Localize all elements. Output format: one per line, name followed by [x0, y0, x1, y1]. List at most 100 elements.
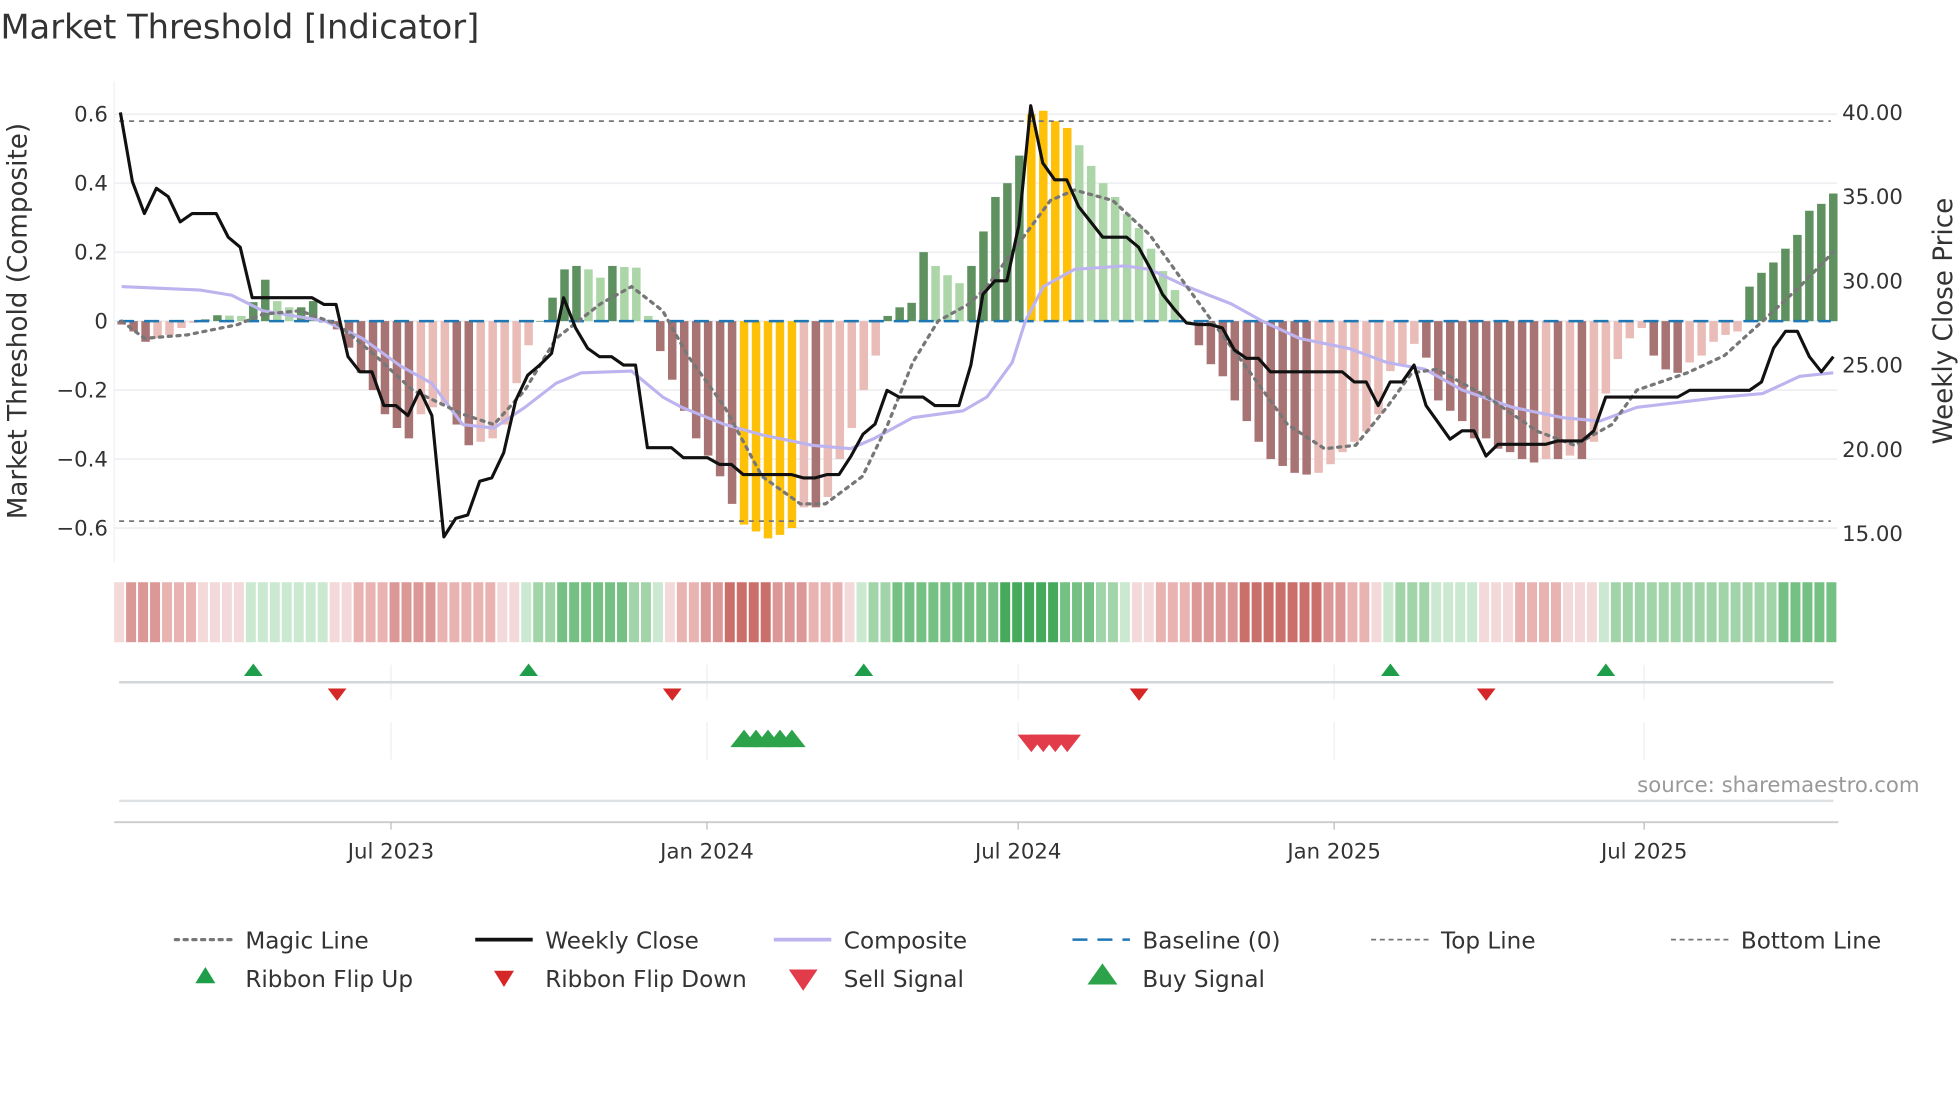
ribbon-strip — [1012, 582, 1023, 643]
ribbon-strip — [305, 582, 316, 643]
histogram-bar — [679, 321, 689, 411]
ribbon-strip — [664, 582, 675, 643]
histogram-bar — [656, 321, 665, 352]
ribbon-strip — [1814, 582, 1825, 643]
ribbon-strip — [736, 582, 747, 643]
ribbon-strip — [221, 582, 232, 643]
histogram-bar — [153, 321, 162, 339]
ribbon-strip — [700, 582, 711, 643]
histogram-bar — [476, 321, 485, 442]
ribbon-strip — [605, 582, 616, 643]
ribbon-strip — [868, 582, 879, 643]
histogram-bar — [1505, 321, 1515, 453]
ribbon-strip — [425, 582, 436, 643]
histogram-bar — [1374, 321, 1383, 415]
y-right-tick-label: 35.00 — [1842, 185, 1903, 210]
histogram-bar — [787, 321, 797, 529]
ribbon-strip — [150, 582, 161, 643]
histogram-bar — [1230, 321, 1240, 401]
ribbon-strip — [1790, 582, 1801, 643]
ribbon-strip — [1131, 582, 1142, 643]
y-right-tick-label: 20.00 — [1842, 438, 1903, 463]
histogram-bar — [404, 321, 414, 439]
ribbon-strip — [245, 582, 256, 643]
buy-signal-icon — [1087, 963, 1118, 985]
histogram-bar — [644, 315, 653, 322]
ribbon-strip — [1191, 582, 1202, 643]
legend-label: Ribbon Flip Down — [545, 967, 747, 993]
ribbon-strip — [928, 582, 939, 643]
histogram-bar — [608, 265, 617, 322]
legend-item-baseline: Baseline (0) — [1072, 928, 1280, 954]
histogram-bar — [715, 321, 725, 477]
ribbon-strip — [652, 582, 663, 643]
ribbon-strip — [1036, 582, 1047, 643]
ribbon-strip — [138, 582, 149, 643]
histogram-bar — [859, 321, 869, 391]
histogram-bar — [1589, 321, 1599, 442]
ribbon-strip — [569, 582, 580, 643]
histogram-bar — [847, 321, 857, 429]
ribbon-strip — [796, 582, 807, 643]
ribbon-strip — [545, 582, 556, 643]
reference-lines — [119, 120, 1831, 522]
ribbon-strip — [760, 582, 771, 643]
histogram-bar — [177, 321, 186, 329]
histogram-bar — [1362, 321, 1371, 432]
ribbon-strip — [856, 582, 867, 643]
ribbon-strip — [126, 582, 137, 643]
histogram-bar — [1661, 321, 1670, 370]
ribbon-strip — [1143, 582, 1154, 643]
histogram-bar — [991, 196, 1000, 322]
histogram-bar — [1721, 321, 1730, 335]
ribbon-strip — [281, 582, 292, 643]
histogram-bar — [703, 321, 713, 456]
ribbon-strip — [1802, 582, 1813, 643]
histogram-bar — [1481, 321, 1491, 439]
ribbon-strip — [640, 582, 651, 643]
histogram-bar — [1074, 145, 1084, 322]
source-label: source: sharemaestro.com — [1637, 773, 1919, 798]
histogram-bar — [1206, 321, 1216, 365]
histogram-bar — [1003, 183, 1012, 322]
histogram-bar — [907, 302, 916, 322]
ribbon-strip — [1706, 582, 1717, 643]
ribbon-strip — [269, 582, 280, 643]
ribbon-strip — [317, 582, 328, 643]
ribbon-strip — [1263, 582, 1274, 643]
ribbon-strip — [808, 582, 819, 643]
x-tick-label: Jul 2025 — [1599, 839, 1687, 864]
histogram-bar — [189, 321, 198, 323]
histogram-bar — [344, 321, 354, 348]
ribbon-strip — [185, 582, 196, 643]
histogram-bar — [1517, 321, 1527, 460]
ribbon-strip — [329, 582, 340, 643]
histogram-bar — [213, 315, 222, 322]
ribbon-strip — [1239, 582, 1250, 643]
ribbon-strip — [1395, 582, 1406, 643]
histogram-bar — [141, 321, 150, 342]
ribbon-strip — [1119, 582, 1130, 643]
ribbon-strip — [1335, 582, 1346, 643]
histogram-bar — [1039, 110, 1048, 322]
ribbon-strip — [1419, 582, 1430, 643]
histogram-bar — [1613, 321, 1623, 360]
legend-item-sell: Sell Signal — [788, 967, 964, 993]
sell-signal-icon — [788, 969, 818, 991]
ribbon-strip — [1550, 582, 1561, 643]
histogram-bar — [440, 321, 450, 404]
histogram-bar — [1781, 248, 1790, 322]
histogram-bar — [727, 321, 737, 504]
x-tick-label: Jan 2025 — [1285, 839, 1381, 864]
histogram-bar — [1553, 321, 1563, 460]
histogram-bar — [1769, 262, 1778, 322]
histogram-bar — [548, 297, 557, 322]
ribbon-strip — [1742, 582, 1753, 643]
ribbon-strip — [1730, 582, 1741, 643]
ribbon-strip — [1682, 582, 1693, 643]
histogram-bar — [500, 321, 509, 425]
legend-label: Buy Signal — [1142, 967, 1265, 993]
legend-label: Composite — [844, 928, 967, 954]
histogram-bar — [1709, 321, 1718, 342]
histogram-bar — [560, 269, 569, 322]
